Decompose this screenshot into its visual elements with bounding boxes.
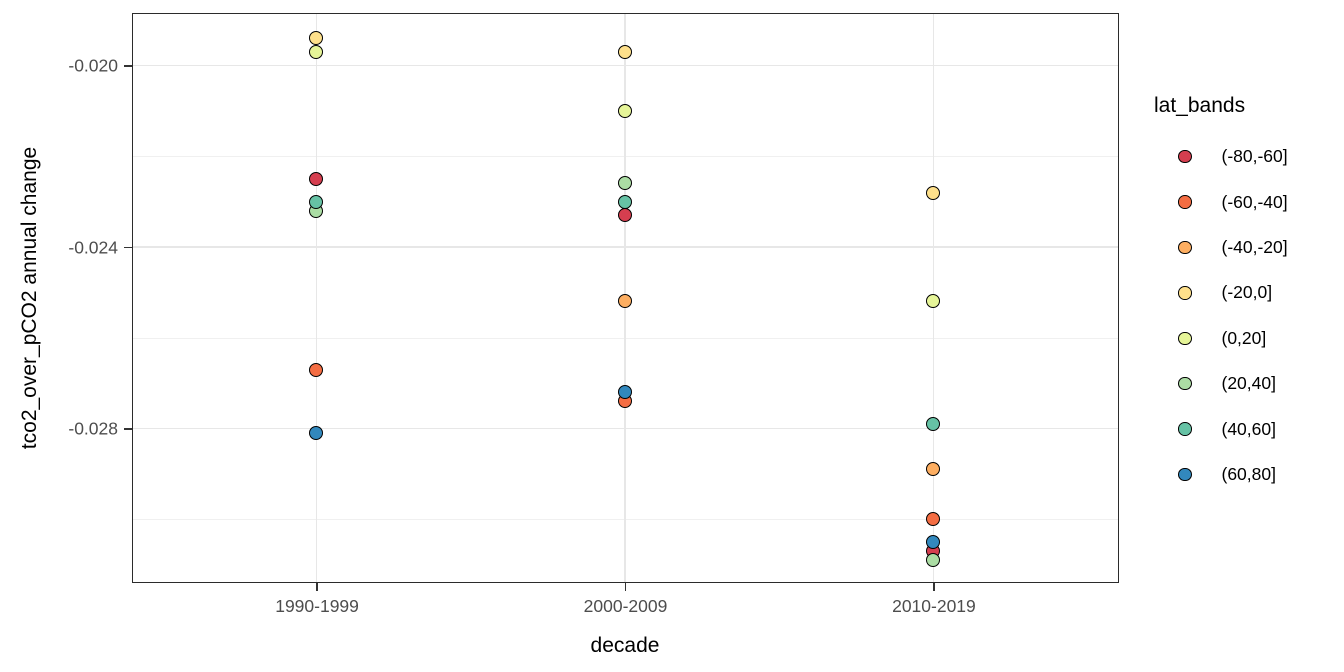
legend-item-label: (40,60] [1221, 418, 1276, 439]
legend-item: (-40,-20] [1152, 225, 1288, 270]
legend-color-dot-icon [1178, 286, 1192, 300]
data-point [617, 103, 632, 118]
y-tick-mark [124, 65, 132, 67]
legend-color-dot-icon [1178, 195, 1192, 209]
legend-color-dot-icon [1178, 149, 1192, 164]
legend-item: (0,20] [1152, 316, 1288, 361]
x-tick-label: 2000-2009 [583, 596, 668, 616]
data-point [926, 535, 941, 549]
legend-color-dot-icon [1178, 422, 1192, 436]
data-point [617, 194, 632, 209]
major-gridline-vertical [315, 14, 318, 582]
data-point [617, 208, 632, 223]
plot-panel [132, 13, 1119, 583]
data-point [309, 44, 324, 59]
data-point [309, 426, 324, 441]
legend-item-label: (-60,-40] [1221, 191, 1288, 212]
x-tick-mark [624, 583, 627, 591]
data-point [926, 185, 941, 200]
legend-items: (-80,-60] (-60,-40] (-40,-20] (-20,0] (0,20]… [1152, 134, 1288, 497]
x-tick-label: 2010-2019 [892, 596, 976, 616]
legend-color-dot-icon [1178, 467, 1192, 482]
data-point [926, 462, 941, 477]
y-axis-title: tco2_over_pCO2 annual change [18, 146, 41, 450]
data-point [617, 385, 632, 400]
legend-item-label: (-80,-60] [1221, 146, 1288, 167]
y-tick-label: -0.024 [68, 236, 118, 257]
x-tick-label: 1990-1999 [275, 596, 359, 616]
data-point [309, 171, 324, 186]
y-tick-mark [124, 428, 132, 430]
y-tick-mark [124, 246, 132, 249]
legend-color-dot-icon [1178, 376, 1192, 391]
data-point [309, 362, 324, 377]
data-point [309, 194, 324, 209]
data-point [309, 31, 324, 46]
legend-color-dot-icon [1178, 331, 1192, 345]
data-point [617, 44, 632, 59]
data-point [926, 417, 941, 432]
x-tick-mark [933, 583, 935, 591]
legend-item: (40,60] [1152, 406, 1288, 451]
x-tick-mark [316, 583, 318, 591]
y-tick-label: -0.028 [68, 418, 118, 439]
legend-item: (20,40] [1152, 361, 1288, 406]
legend-title: lat_bands [1154, 94, 1246, 117]
data-point [926, 294, 941, 309]
y-tick-label: -0.020 [68, 55, 118, 76]
legend: lat_bands (-80,-60] (-60,-40] (-40,-20] (-2… [1152, 94, 1288, 497]
legend-item-label: (-40,-20] [1221, 236, 1288, 257]
legend-item: (-20,0] [1152, 270, 1288, 315]
legend-item-label: (0,20] [1221, 327, 1267, 348]
x-axis-title: decade [590, 634, 660, 657]
legend-item: (-60,-40] [1152, 179, 1288, 224]
legend-color-dot-icon [1178, 240, 1192, 255]
data-point [926, 553, 941, 568]
legend-item: (-80,-60] [1152, 134, 1288, 179]
data-point [617, 294, 632, 309]
legend-item-label: (-20,0] [1221, 282, 1273, 303]
data-point [617, 176, 632, 191]
legend-item: (60,80] [1152, 452, 1288, 497]
legend-item-label: (20,40] [1221, 373, 1276, 394]
legend-item-label: (60,80] [1221, 463, 1276, 484]
data-point [926, 512, 941, 527]
